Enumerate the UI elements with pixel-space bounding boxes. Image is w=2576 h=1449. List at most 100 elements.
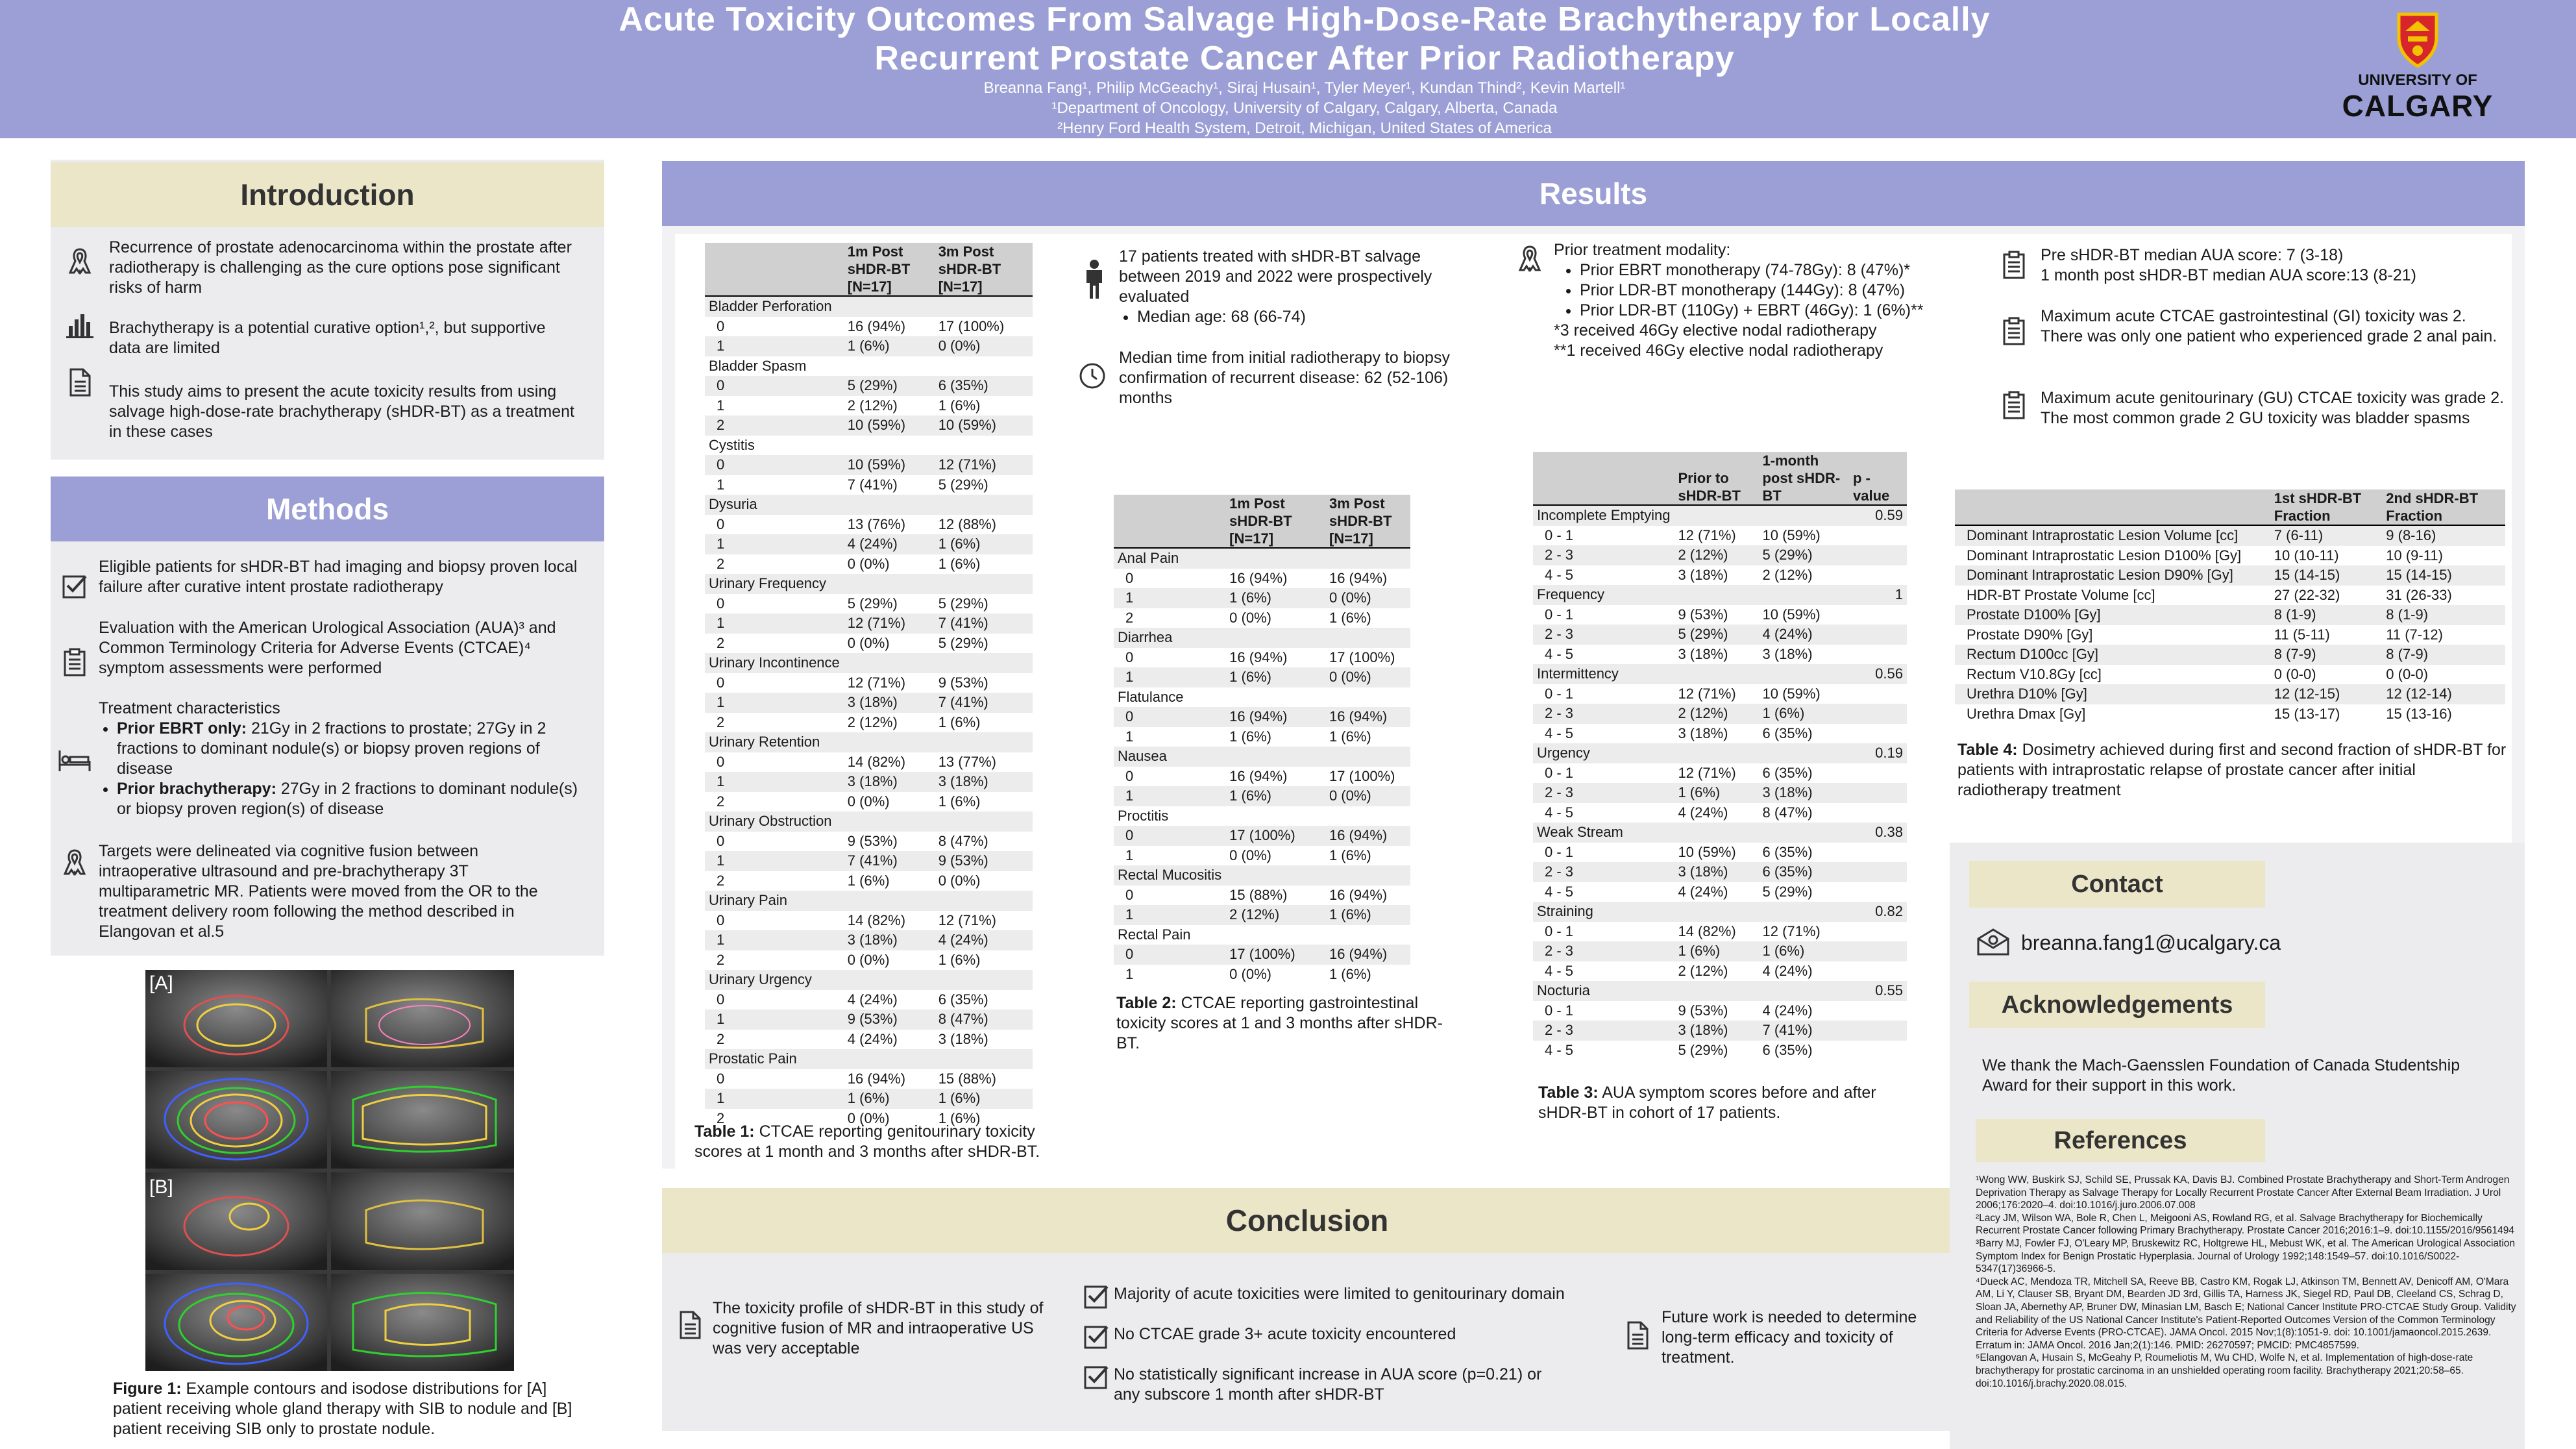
table3-header-cell xyxy=(1533,452,1674,506)
table-cell: 27 (22-32) xyxy=(2274,586,2340,603)
table-cell: 2 (12%) xyxy=(1762,566,1813,583)
references-heading: References xyxy=(1976,1119,2265,1162)
table-cell: 3 (18%) xyxy=(843,930,935,950)
acknowledgements-text: We thank the Mach-Gaensslen Foundation o… xyxy=(1982,1056,2460,1095)
table-cell: 4 (24%) xyxy=(1762,962,1813,979)
table-cell: 2 xyxy=(717,634,725,651)
table-cell: 4 (24%) xyxy=(1762,1002,1813,1019)
checkbox-icon xyxy=(1084,1326,1109,1349)
table-cell xyxy=(1674,823,1759,843)
table-row: Flatulance xyxy=(1114,687,1410,708)
affiliation-1: ¹Department of Oncology, University of C… xyxy=(1051,99,1558,117)
intro-text-2: Brachytherapy is a potential curative op… xyxy=(109,319,546,357)
table-cell: 0 xyxy=(717,674,725,691)
table-row: Rectal Mucositis xyxy=(1114,865,1410,886)
table-cell: 1 (6%) xyxy=(938,713,981,730)
table-cell: Bladder Perforation xyxy=(705,296,844,317)
poster-title: Acute Toxicity Outcomes From Salvage Hig… xyxy=(454,0,2155,78)
table-cell: 10 (10-11) xyxy=(2274,547,2339,564)
table-cell: 1 xyxy=(705,534,844,554)
table4-header-cell: 2nd sHDR-BT Fraction xyxy=(2382,489,2505,526)
table-cell: 0 xyxy=(705,455,844,475)
table-cell: 16 (94%) xyxy=(847,317,906,334)
table-cell: 6 (35%) xyxy=(1762,1041,1813,1058)
table-cell: 11 (5-11) xyxy=(2274,626,2330,643)
table-row: Rectum D100cc [Gy] 8 (7-9) 8 (7-9) xyxy=(1955,645,2505,665)
table-cell: 17 (100%) xyxy=(1225,945,1325,965)
table-cell: 2 (12%) xyxy=(847,397,898,414)
table-cell xyxy=(1674,902,1759,922)
table-cell xyxy=(1325,687,1410,708)
table-cell: 9 (53%) xyxy=(1678,1002,1728,1019)
table-cell: Rectal Pain xyxy=(1118,926,1191,943)
table-cell xyxy=(1849,565,1907,586)
table-cell: 14 (82%) xyxy=(847,753,906,770)
table4-header-row: 1st sHDR-BT Fraction 2nd sHDR-BT Fraction xyxy=(1955,489,2505,526)
university-logo: UNIVERSITY OF CALGARY xyxy=(2337,12,2499,123)
table-cell: 10 (9-11) xyxy=(2386,547,2443,564)
ribbon-icon xyxy=(68,248,92,275)
affiliation-2: ²Henry Ford Health System, Detroit, Mich… xyxy=(1057,119,1552,137)
table-cell: Intermittency xyxy=(1533,664,1674,684)
table-cell: 1 (6%) xyxy=(938,397,981,414)
table-cell: 0 (0%) xyxy=(1229,965,1271,982)
table-cell: 1 xyxy=(705,613,844,634)
table-cell xyxy=(1758,585,1849,605)
table-cell xyxy=(1758,743,1849,763)
table-cell: Bladder Spasm xyxy=(709,357,807,374)
table-cell: 2 xyxy=(717,1109,725,1126)
table-cell: 1 (6%) xyxy=(847,872,890,889)
prior-note-1: *3 received 46Gy elective nodal radiothe… xyxy=(1554,321,1877,340)
ebrt-label: Prior EBRT only: xyxy=(117,719,247,737)
table-cell xyxy=(1849,803,1907,823)
clipboard-icon xyxy=(2003,317,2025,345)
table-cell xyxy=(1849,1001,1907,1021)
table-row: 0 - 1 10 (59%) 6 (35%) xyxy=(1533,843,1907,863)
table-row: 0 16 (94%) 16 (94%) xyxy=(1114,707,1410,727)
table-row: 4 - 5 3 (18%) 2 (12%) xyxy=(1533,565,1907,586)
table-cell: 12 (71%) xyxy=(938,911,996,928)
methods-treatment: Treatment characteristics Prior EBRT onl… xyxy=(99,699,585,819)
table-cell: 16 (94%) xyxy=(1229,649,1288,665)
table-cell: 0 xyxy=(717,753,725,770)
clipboard-icon xyxy=(64,648,86,676)
contact-email[interactable]: breanna.fang1@ucalgary.ca xyxy=(2021,931,2281,954)
reference-3: ³Barry MJ, Fowler FJ, O'Leary MP, Bruske… xyxy=(1976,1237,2516,1275)
table-cell: 0 xyxy=(1114,826,1226,846)
table-row: Frequency 1 xyxy=(1533,585,1907,605)
table-cell: 2 - 3 xyxy=(1533,625,1674,645)
table-cell: 7 (41%) xyxy=(1758,1021,1849,1041)
table-cell: 0 - 1 xyxy=(1545,923,1574,939)
table-cell: 2 xyxy=(1125,609,1134,626)
table-1-caption-text: CTCAE reporting genitourinary toxicity s… xyxy=(694,1122,1040,1161)
table-cell: 2 xyxy=(717,872,725,889)
table-cell xyxy=(1849,1041,1907,1061)
table-cell: 8 (7-9) xyxy=(2270,645,2383,665)
table-row: 0 13 (76%) 12 (88%) xyxy=(705,515,1033,535)
table-cell: Urinary Pain xyxy=(705,891,844,911)
document-icon xyxy=(1627,1321,1649,1350)
table-cell xyxy=(1325,747,1410,767)
table-cell: 9 (53%) xyxy=(843,1009,935,1030)
figure-label-b: [B] xyxy=(149,1176,173,1198)
table-cell: 1 (6%) xyxy=(843,336,935,356)
table-cell: 0.19 xyxy=(1849,743,1907,763)
checkbox-icon xyxy=(62,575,87,599)
table-row: 1 12 (71%) 7 (41%) xyxy=(705,613,1033,634)
table-cell: 5 (29%) xyxy=(1758,545,1849,565)
table-cell: 9 (53%) xyxy=(934,851,1033,871)
table-row: Diarrhea xyxy=(1114,628,1410,648)
table-cell: 12 (71%) xyxy=(934,455,1033,475)
table-cell xyxy=(1849,605,1907,625)
table-cell: 10 (59%) xyxy=(934,415,1033,436)
table-cell: 6 (35%) xyxy=(1762,724,1813,741)
table-cell: 4 - 5 xyxy=(1545,962,1574,979)
table-cell: 0 (0%) xyxy=(938,872,981,889)
reference-1: ¹Wong WW, Buskirk SJ, Schild SE, Prussak… xyxy=(1976,1174,2510,1211)
gu-toxicity: Maximum acute genitourinary (GU) CTCAE t… xyxy=(2041,389,2505,427)
